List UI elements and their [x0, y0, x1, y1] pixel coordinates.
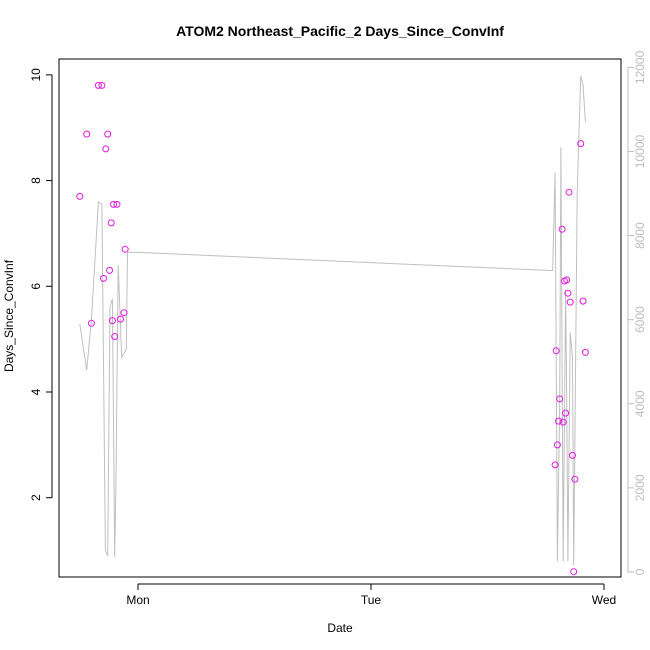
- data-point: [556, 395, 564, 403]
- data-point: [551, 461, 559, 469]
- data-point: [102, 145, 110, 153]
- data-point: [564, 289, 572, 297]
- data-point: [110, 200, 117, 208]
- data-point: [100, 274, 107, 282]
- data-point: [83, 130, 91, 138]
- y2-tick-label: 10000: [633, 134, 647, 168]
- x-tick-label: Mon: [126, 593, 149, 607]
- data-point: [111, 333, 119, 340]
- data-point: [558, 225, 566, 233]
- data-point: [563, 276, 571, 284]
- y2-tick-label: 4000: [633, 390, 647, 417]
- y2-tick-label: 2000: [633, 474, 647, 501]
- data-point: [87, 319, 95, 327]
- data-point: [107, 219, 115, 227]
- y-tick-label: 8: [29, 177, 43, 184]
- data-point: [106, 266, 114, 274]
- series-line: [79, 75, 586, 566]
- chart-marks: Mon Tue Wed 2 4 6 8 10 0 2000 4000 6000 8000 10000 120…: [29, 50, 647, 607]
- data-point: [579, 297, 587, 305]
- y-axis-label: Days_Since_ConvInf: [2, 259, 16, 372]
- data-point: [94, 81, 102, 89]
- data-point: [559, 418, 567, 426]
- data-point: [104, 130, 112, 138]
- data-point: [571, 475, 579, 483]
- data-point: [562, 409, 570, 417]
- data-point: [121, 245, 129, 253]
- data-point: [581, 348, 589, 356]
- y-tick-label: 10: [29, 68, 43, 82]
- x-tick-label: Tue: [361, 593, 382, 607]
- plot-frame: [58, 58, 622, 578]
- data-point: [76, 192, 84, 200]
- y2-tick-label: 8000: [633, 222, 647, 249]
- data-point: [553, 441, 561, 449]
- y-tick-label: 4: [29, 388, 43, 395]
- x-axis-label: Date: [327, 621, 353, 635]
- y2-tick-label: 0: [633, 568, 647, 575]
- data-point: [552, 347, 560, 355]
- data-point: [117, 315, 124, 323]
- y-tick-label: 2: [29, 494, 43, 501]
- data-point: [98, 81, 106, 89]
- data-point: [113, 200, 121, 208]
- y2-tick-label: 12000: [633, 50, 647, 84]
- data-point: [569, 451, 576, 459]
- x-tick-label: Wed: [592, 593, 616, 607]
- data-point: [577, 140, 585, 148]
- chart-title: ATOM2 Northeast_Pacific_2 Days_Since_Con…: [176, 23, 504, 39]
- data-point: [565, 188, 573, 196]
- data-point: [566, 298, 574, 306]
- data-point: [108, 317, 116, 325]
- data-point: [555, 417, 563, 425]
- data-point: [120, 309, 128, 317]
- y2-tick-label: 6000: [633, 306, 647, 333]
- y-tick-label: 6: [29, 283, 43, 290]
- data-point: [570, 568, 578, 576]
